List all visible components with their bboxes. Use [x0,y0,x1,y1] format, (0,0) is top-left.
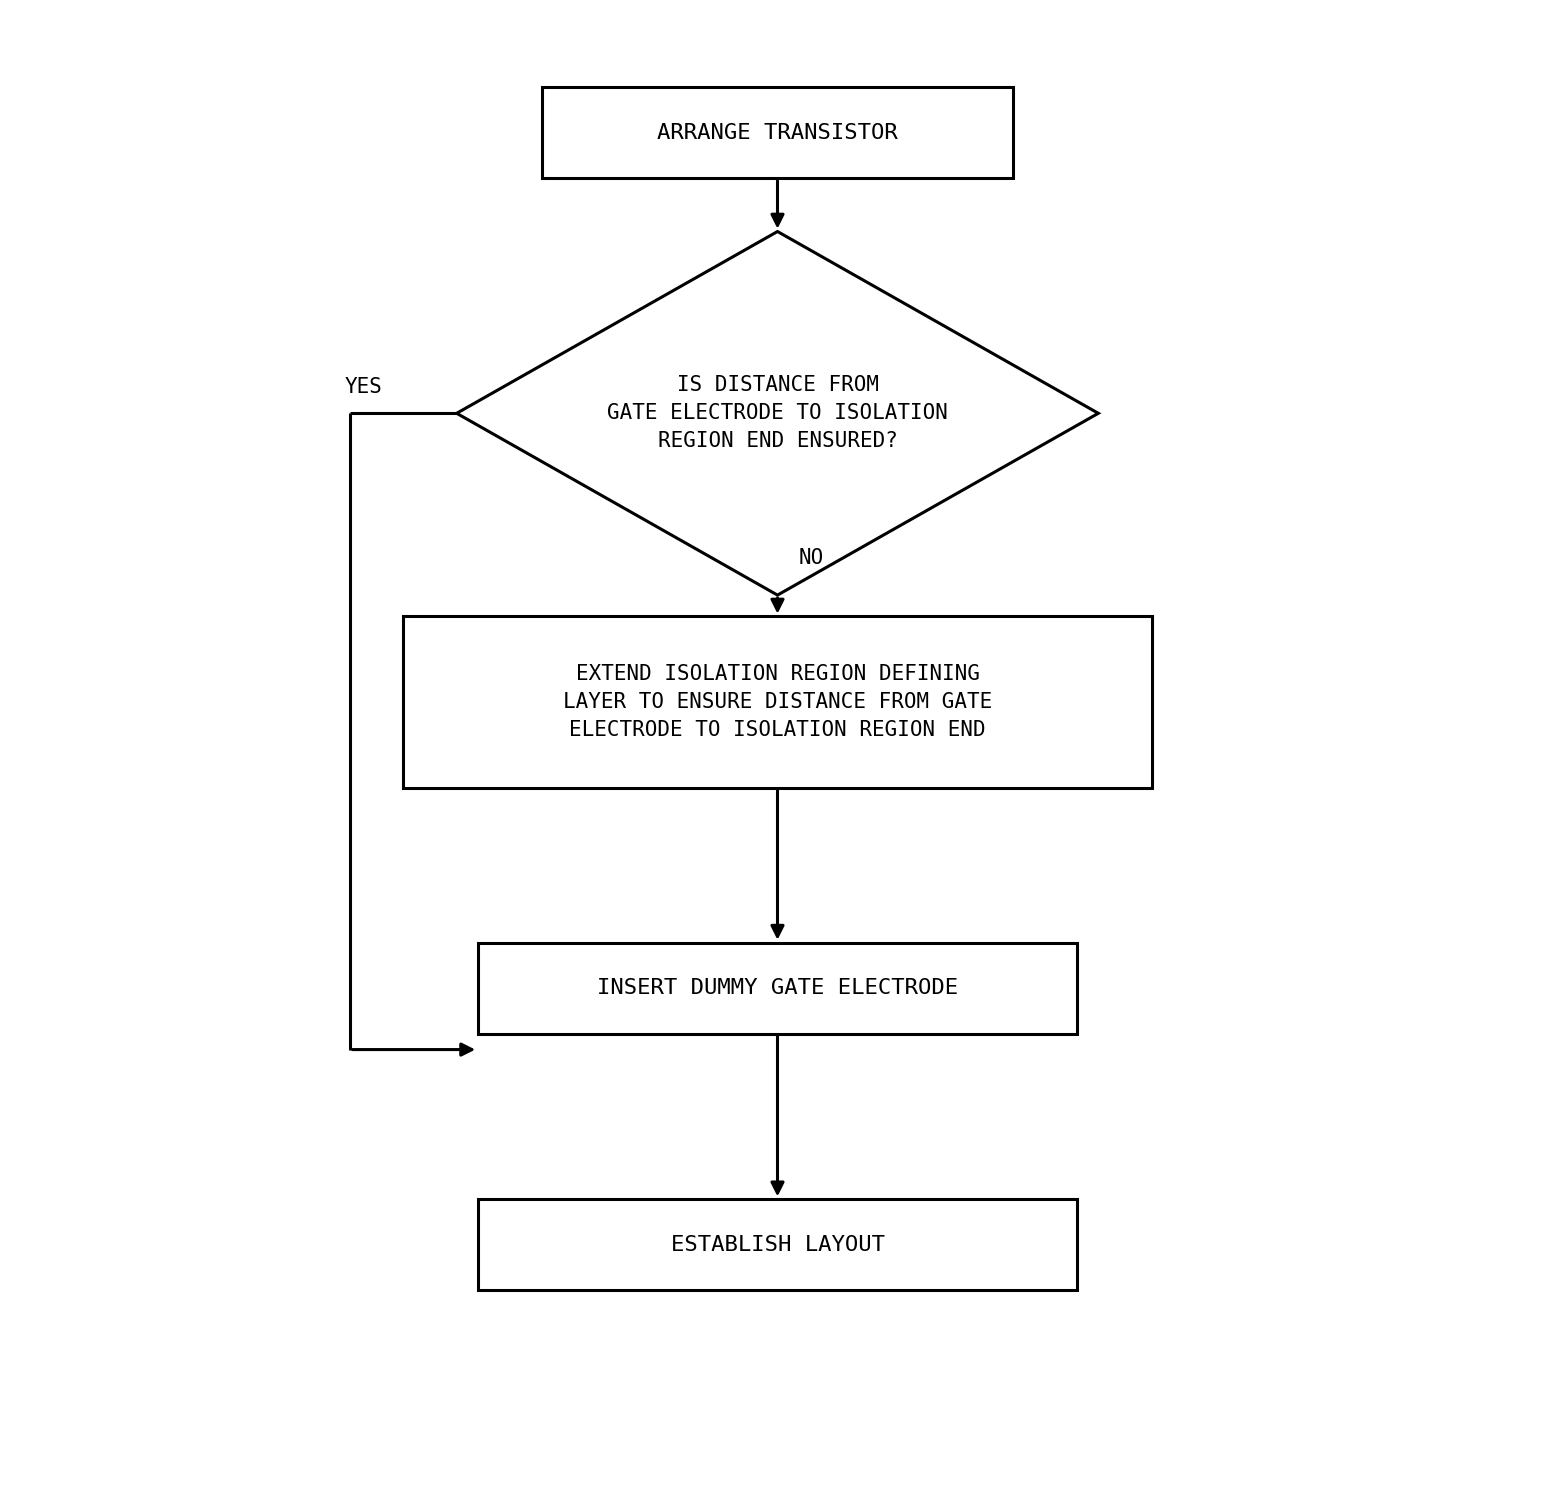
Bar [543,88,1012,178]
Bar [477,1200,1078,1290]
Text: ESTABLISH LAYOUT: ESTABLISH LAYOUT [670,1234,885,1254]
Text: ARRANGE TRANSISTOR: ARRANGE TRANSISTOR [658,122,897,142]
Bar [403,616,1152,787]
Polygon shape [457,231,1098,595]
Text: NO: NO [799,548,824,568]
Text: IS DISTANCE FROM
GATE ELECTRODE TO ISOLATION
REGION END ENSURED?: IS DISTANCE FROM GATE ELECTRODE TO ISOLA… [606,375,949,452]
Text: YES: YES [344,378,383,397]
Bar [477,943,1078,1034]
Text: EXTEND ISOLATION REGION DEFINING
LAYER TO ENSURE DISTANCE FROM GATE
ELECTRODE TO: EXTEND ISOLATION REGION DEFINING LAYER T… [563,663,992,740]
Text: INSERT DUMMY GATE ELECTRODE: INSERT DUMMY GATE ELECTRODE [597,978,958,999]
